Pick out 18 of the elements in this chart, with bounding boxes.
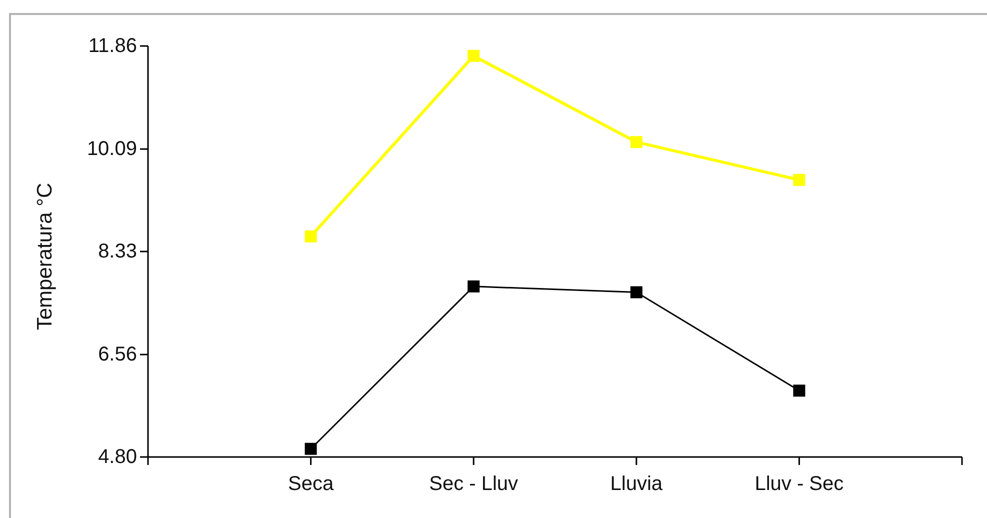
y-tick-label: 4.80: [98, 446, 137, 468]
point: [468, 50, 480, 62]
y-tick-label: 10.09: [86, 138, 137, 160]
y-tick-label: 11.86: [88, 35, 137, 57]
y-axis-title: Temperatura °C: [34, 182, 56, 330]
point: [304, 230, 317, 242]
x-tick-label: Seca: [288, 473, 334, 495]
point: [630, 286, 642, 298]
x-tick-label: Sec - Lluv: [429, 473, 518, 495]
x-tick-label: Lluvia: [610, 473, 664, 495]
point: [793, 174, 806, 186]
y-tick-label: 6.56: [98, 344, 137, 366]
point: [630, 136, 642, 148]
y-tick-label: 8.33: [98, 240, 137, 262]
x-tick-label: Lluv - Sec: [754, 473, 844, 495]
point: [793, 384, 806, 397]
point: [304, 442, 317, 455]
point: [468, 280, 480, 292]
